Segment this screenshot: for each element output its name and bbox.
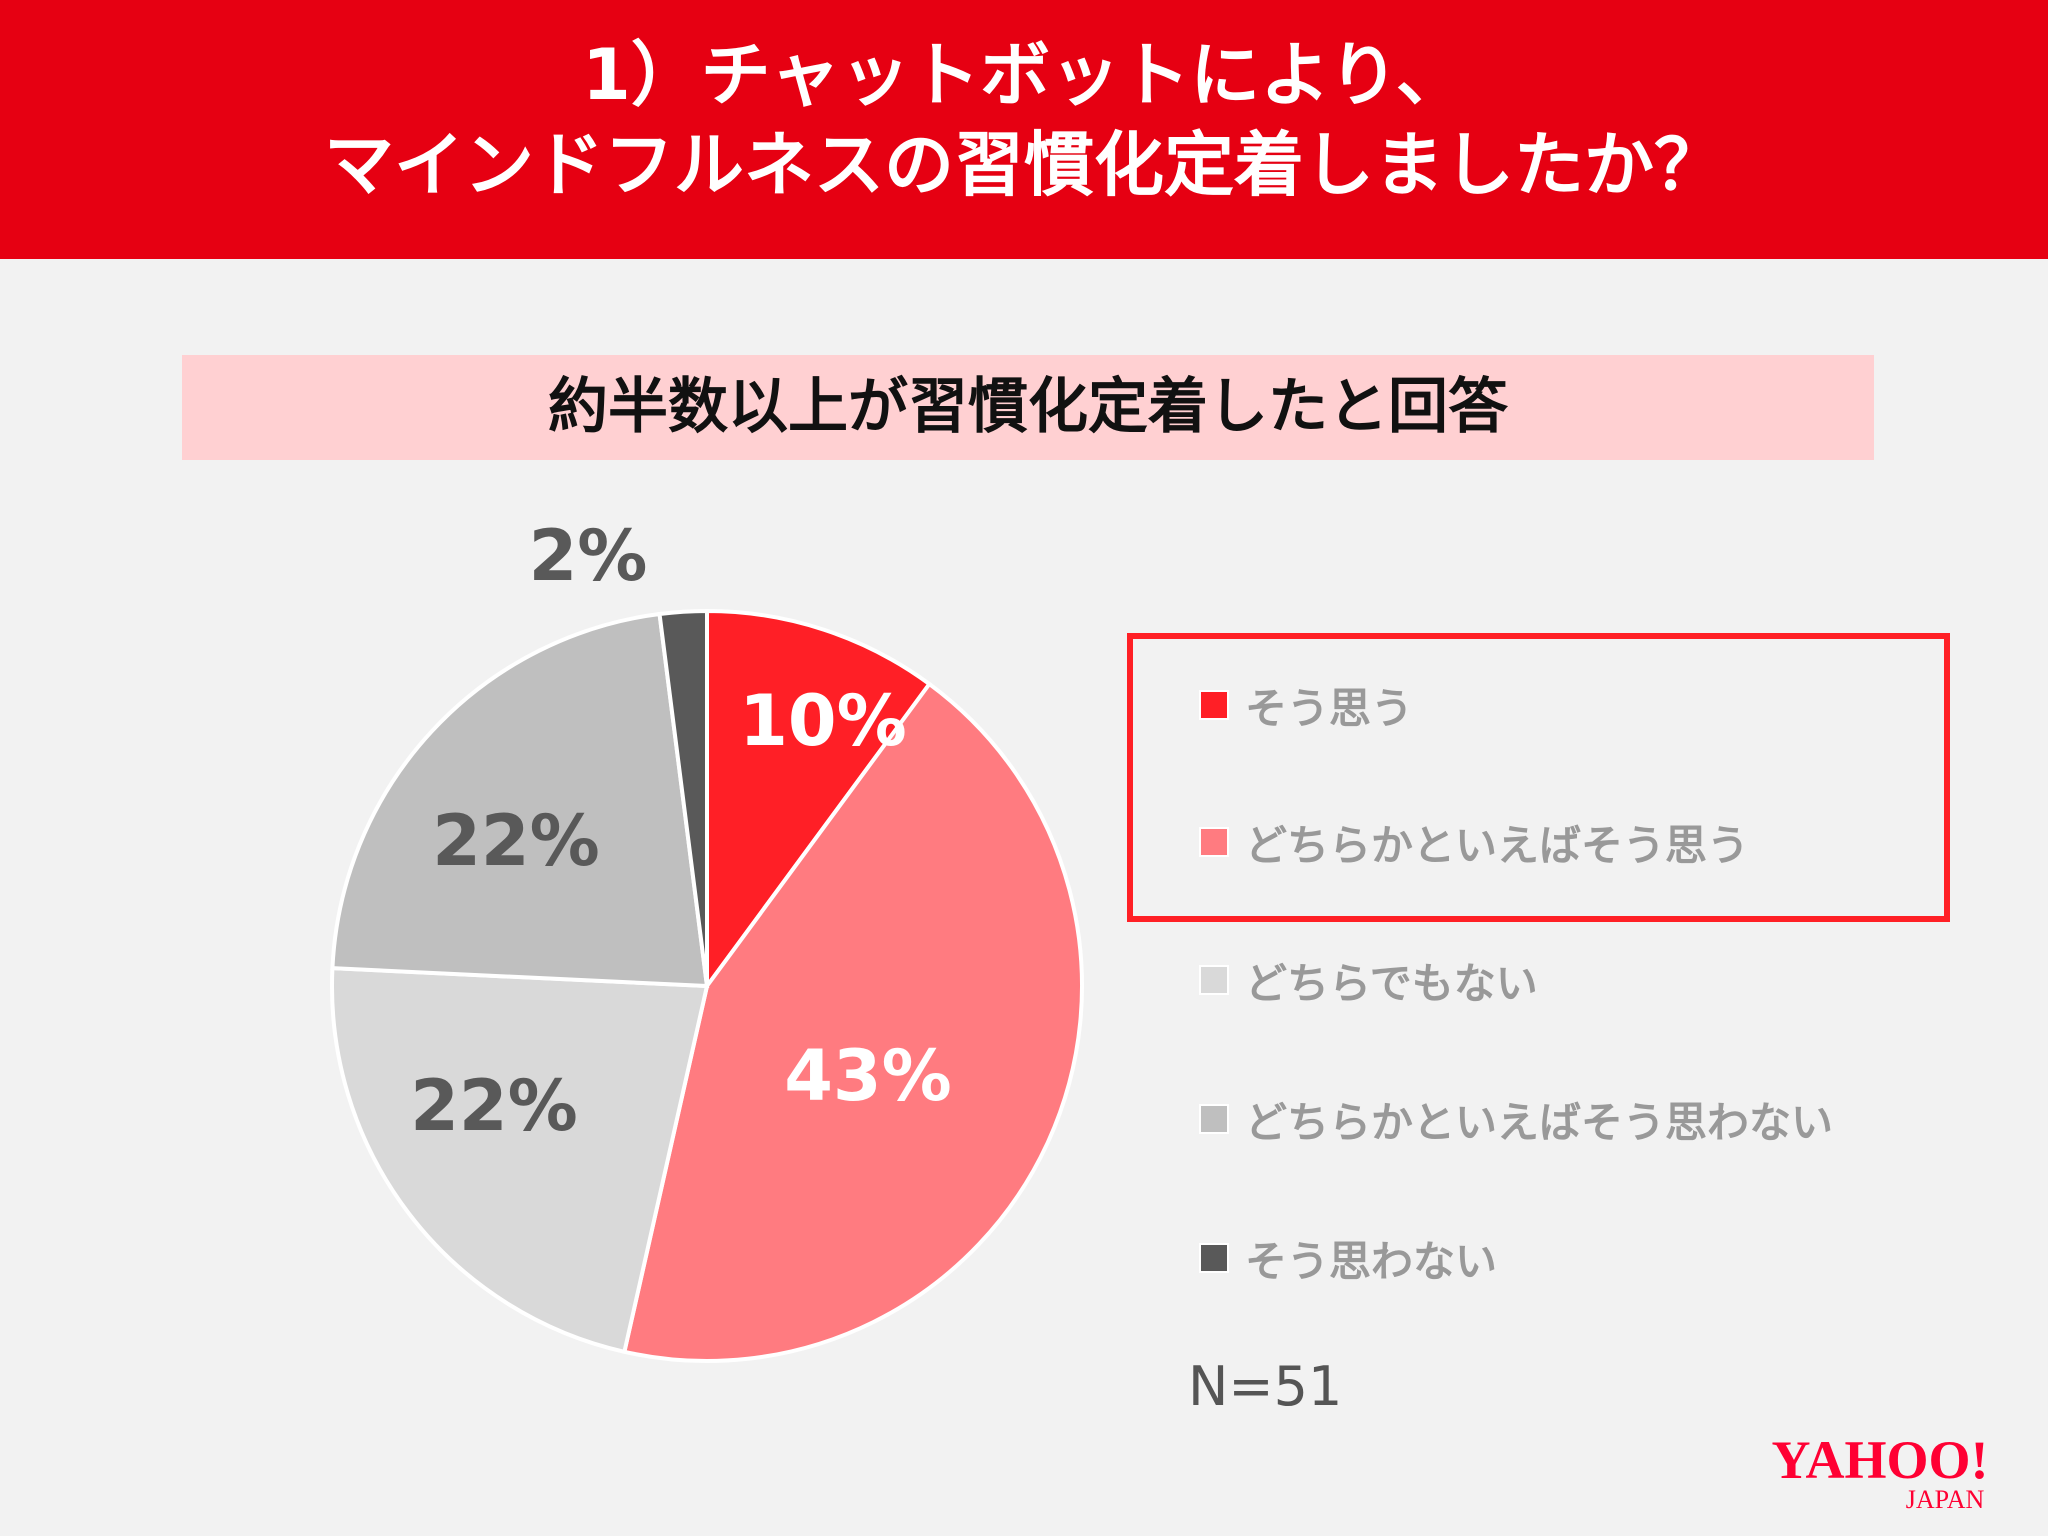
legend-swatch [1199,827,1229,857]
legend-item: どちらかといえばそう思う [1199,817,1749,870]
legend-label: どちらかといえばそう思う [1245,820,1750,870]
legend-label: どちらでもない [1245,958,1538,1008]
title-banner: 1）チャットボットにより、 マインドフルネスの習慣化定着しましたか？ [0,0,2048,259]
subtitle-banner: 約半数以上が習慣化定着したと回答 [182,355,1874,460]
legend-swatch [1199,965,1229,995]
legend-item: どちらでもない [1199,955,1538,1008]
yahoo-japan-logo: YAHOO! JAPAN [1771,1432,1988,1512]
pie-slice-3 [330,966,710,1355]
legend-highlight-box [1127,633,1950,922]
data-label-5: 2% [529,515,648,597]
legend-label: そう思う [1245,683,1414,733]
pie-slice-2 [621,681,1085,1363]
title-line-2: マインドフルネスの習慣化定着しましたか？ [324,124,1724,206]
logo-sub: JAPAN [1906,1485,1985,1512]
legend-swatch [1199,1104,1229,1134]
data-label-4: 22% [432,800,600,882]
data-label-3: 22% [410,1065,578,1147]
legend-item: そう思う [1199,680,1413,733]
legend-label: どちらかといえばそう思わない [1245,1097,1834,1147]
legend-swatch [1199,690,1229,720]
pie-slice-4 [330,611,710,989]
legend-item: どちらかといえばそう思わない [1199,1094,1833,1147]
pie-slice-5 [657,608,709,987]
logo-text: YAHOO! [1771,1432,1988,1490]
legend-label: そう思わない [1245,1236,1498,1286]
sample-size: N=51 [1188,1355,1343,1418]
title-line-1: 1）チャットボットにより、 [582,34,1466,116]
legend-swatch [1199,1243,1229,1273]
legend-item: そう思わない [1199,1233,1497,1286]
pie-slice-1 [705,608,933,993]
data-label-2: 43% [784,1035,952,1117]
data-label-1: 10% [739,680,907,762]
